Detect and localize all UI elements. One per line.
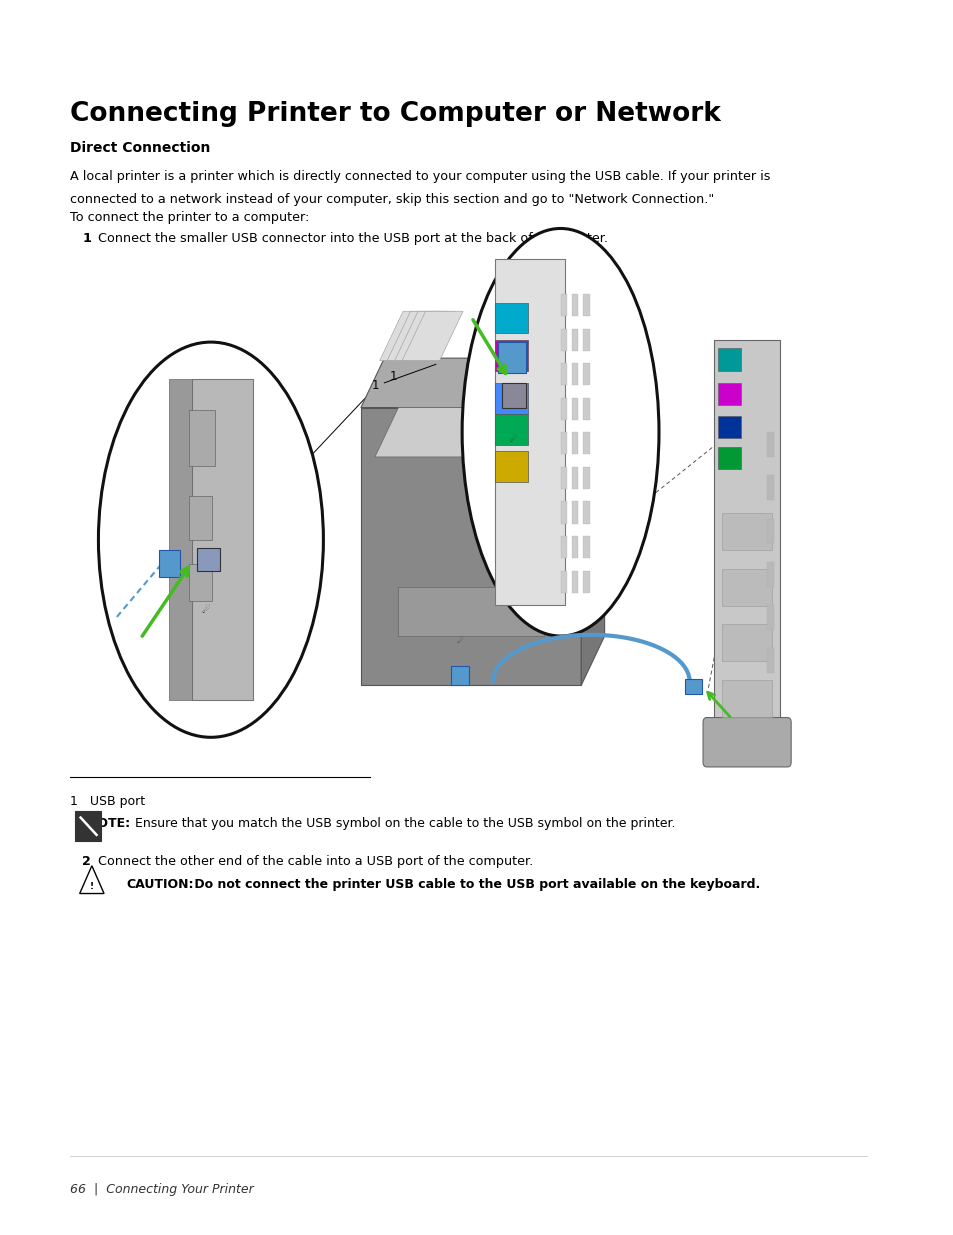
Bar <box>571 432 578 454</box>
Bar <box>495 340 527 370</box>
Bar <box>189 496 213 540</box>
Text: 1   USB port: 1 USB port <box>71 795 145 809</box>
Bar <box>560 536 566 558</box>
Bar <box>560 571 566 593</box>
Text: Ensure that you match the USB symbol on the cable to the USB symbol on the print: Ensure that you match the USB symbol on … <box>132 818 675 830</box>
Bar <box>582 363 589 385</box>
Text: To connect the printer to a computer:: To connect the printer to a computer: <box>71 211 310 225</box>
Text: 1: 1 <box>390 370 397 383</box>
Bar <box>560 398 566 420</box>
Text: ☄: ☄ <box>509 435 517 443</box>
Bar <box>582 536 589 558</box>
Text: Direct Connection: Direct Connection <box>71 141 211 154</box>
Bar <box>721 624 772 662</box>
Text: 66  |  Connecting Your Printer: 66 | Connecting Your Printer <box>71 1183 253 1197</box>
Bar <box>169 379 192 700</box>
Bar <box>159 550 180 577</box>
Bar <box>398 587 543 636</box>
Bar <box>766 605 774 630</box>
Text: Connect the smaller USB connector into the USB port at the back of the printer.: Connect the smaller USB connector into t… <box>98 232 608 246</box>
Bar <box>495 259 565 605</box>
Bar <box>766 475 774 500</box>
Bar <box>495 383 527 414</box>
Bar <box>766 648 774 673</box>
Polygon shape <box>402 311 462 361</box>
Bar <box>560 294 566 316</box>
Bar <box>189 564 213 601</box>
Bar <box>189 410 215 466</box>
Bar <box>582 294 589 316</box>
Bar <box>571 398 578 420</box>
Polygon shape <box>375 408 590 457</box>
FancyBboxPatch shape <box>702 718 790 767</box>
Bar <box>571 571 578 593</box>
Bar <box>450 666 469 685</box>
Text: A local printer is a printer which is directly connected to your computer using : A local printer is a printer which is di… <box>71 170 770 184</box>
Text: ☄: ☄ <box>456 636 463 645</box>
Bar <box>721 568 772 606</box>
Bar <box>582 467 589 489</box>
Bar <box>582 501 589 524</box>
Bar <box>718 348 740 370</box>
Bar <box>721 514 772 551</box>
Text: Do not connect the printer USB cable to the USB port available on the keyboard.: Do not connect the printer USB cable to … <box>190 878 760 890</box>
Bar <box>571 363 578 385</box>
Bar <box>502 383 525 408</box>
Bar <box>560 329 566 351</box>
Polygon shape <box>360 358 604 408</box>
Bar <box>560 501 566 524</box>
Polygon shape <box>395 311 456 361</box>
FancyBboxPatch shape <box>360 408 580 685</box>
Text: !: ! <box>90 882 93 892</box>
Text: 1: 1 <box>371 379 378 391</box>
Bar <box>718 447 740 469</box>
FancyBboxPatch shape <box>714 340 780 722</box>
Bar <box>684 679 701 694</box>
Text: ☄: ☄ <box>202 605 211 615</box>
Bar <box>718 383 740 405</box>
Ellipse shape <box>98 342 323 737</box>
Text: 1: 1 <box>82 232 91 246</box>
Bar <box>560 363 566 385</box>
Bar <box>582 432 589 454</box>
Text: Connect the other end of the cable into a USB port of the computer.: Connect the other end of the cable into … <box>98 855 533 868</box>
Text: CAUTION:: CAUTION: <box>127 878 193 890</box>
Bar <box>571 329 578 351</box>
Ellipse shape <box>461 228 659 636</box>
Bar <box>766 562 774 587</box>
Bar <box>582 571 589 593</box>
Bar <box>571 536 578 558</box>
Text: connected to a network instead of your computer, skip this section and go to "Ne: connected to a network instead of your c… <box>71 193 714 206</box>
Text: NOTE:: NOTE: <box>88 818 132 830</box>
Bar <box>582 398 589 420</box>
Bar <box>548 451 566 494</box>
Bar <box>766 432 774 457</box>
Bar <box>196 548 220 571</box>
Bar <box>571 467 578 489</box>
Bar <box>582 329 589 351</box>
Bar <box>495 303 527 333</box>
Bar <box>718 416 740 438</box>
Text: Connecting Printer to Computer or Network: Connecting Printer to Computer or Networ… <box>71 101 720 127</box>
Bar <box>497 342 525 373</box>
Polygon shape <box>580 358 604 685</box>
Bar <box>560 432 566 454</box>
Bar <box>721 679 772 716</box>
Polygon shape <box>379 311 440 361</box>
Bar <box>560 467 566 489</box>
Bar <box>571 294 578 316</box>
Polygon shape <box>387 311 448 361</box>
FancyBboxPatch shape <box>75 811 101 841</box>
Bar <box>495 451 527 482</box>
Bar <box>495 414 527 445</box>
Bar <box>571 501 578 524</box>
Text: 2: 2 <box>82 855 91 868</box>
Bar <box>766 519 774 543</box>
Bar <box>192 379 253 700</box>
